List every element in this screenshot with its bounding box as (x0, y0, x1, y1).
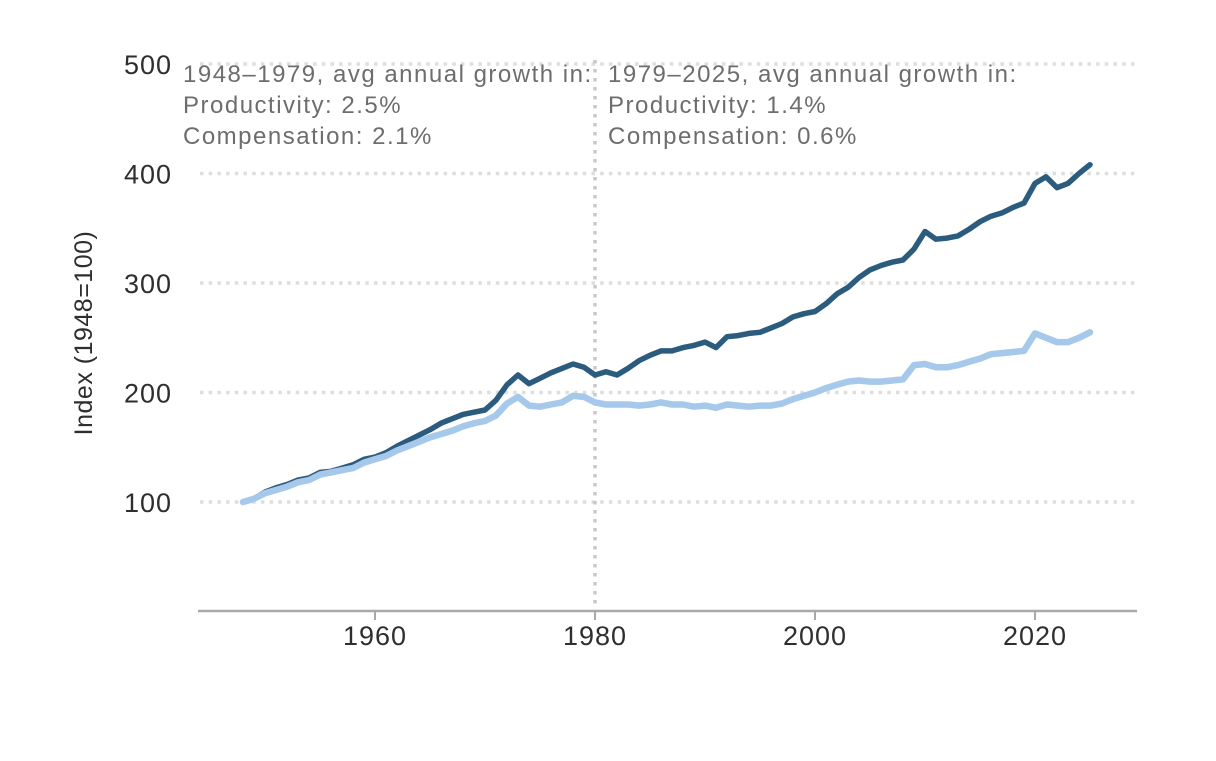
y-axis-title: Index (1948=100) (70, 231, 98, 436)
annotation-heading: 1979–2025, avg annual growth in: (608, 61, 1018, 88)
productivity-line (240, 161, 1093, 505)
y-tick-label-200: 200 (124, 379, 172, 409)
y-tick-label-400: 400 (124, 160, 172, 190)
x-tick-label-2000: 2000 (783, 621, 847, 651)
annotation-compensation-growth: Compensation: 0.6% (608, 123, 858, 150)
x-tick-label-1960: 1960 (343, 621, 407, 651)
annotation-productivity-growth: Productivity: 2.5% (183, 92, 403, 119)
annotation-1979-2025: 1979–2025, avg annual growth in: Product… (608, 59, 1018, 152)
annotation-compensation-growth: Compensation: 2.1% (183, 123, 433, 150)
compensation-line (239, 329, 1094, 506)
x-tick-label-2020: 2020 (1003, 621, 1067, 651)
annotation-heading: 1948–1979, avg annual growth in: (183, 61, 593, 88)
y-tick-label-300: 300 (124, 269, 172, 299)
x-tick-label-1980: 1980 (563, 621, 627, 651)
annotation-productivity-growth: Productivity: 1.4% (608, 92, 828, 119)
y-tick-label-500: 500 (124, 50, 172, 80)
annotation-1948-1979: 1948–1979, avg annual growth in: Product… (183, 59, 593, 152)
y-tick-label-100: 100 (124, 488, 172, 518)
